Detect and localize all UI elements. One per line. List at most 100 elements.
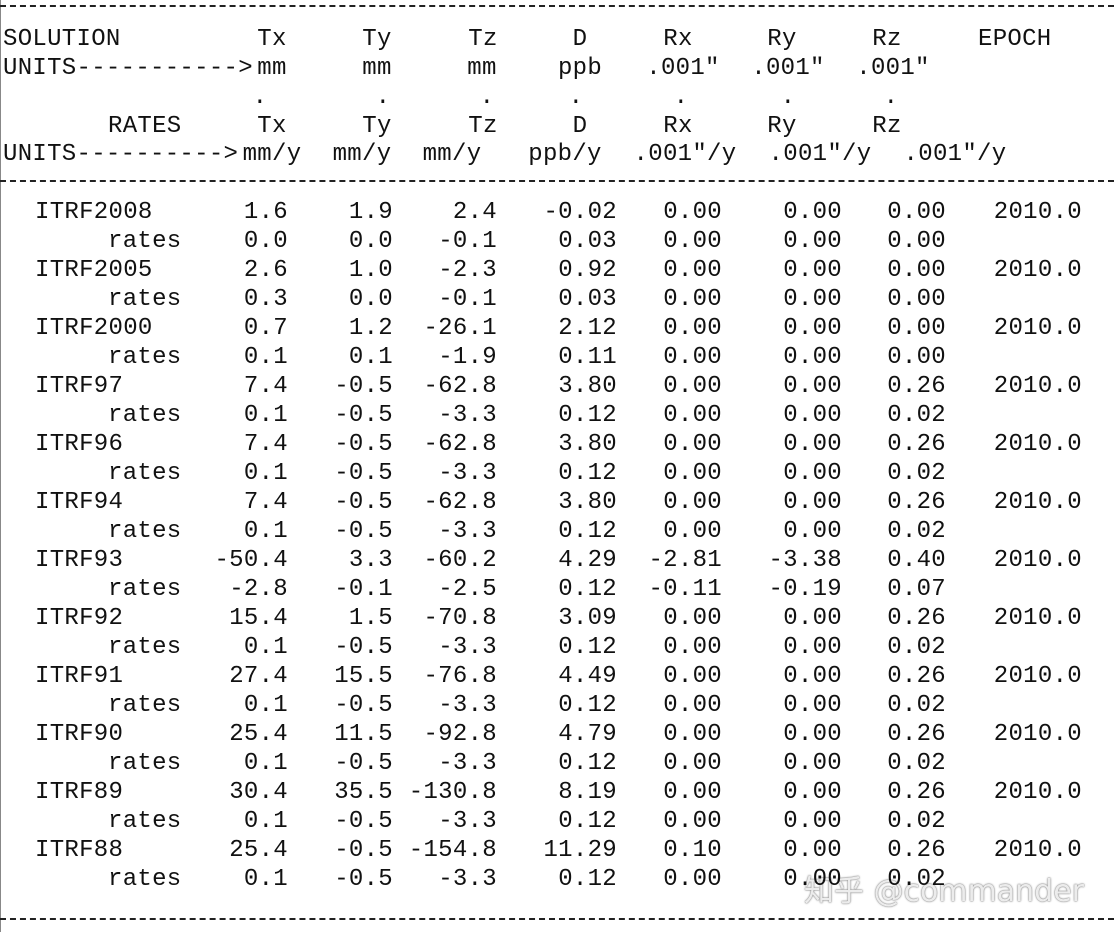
cell: 0.00 xyxy=(663,605,722,632)
column-header: Rz xyxy=(872,26,902,53)
cell: 7.4 xyxy=(243,373,288,400)
cell: 0.00 xyxy=(783,663,842,690)
cell: -0.5 xyxy=(334,518,393,545)
cell: 1.5 xyxy=(348,605,393,632)
cell: -3.3 xyxy=(438,692,497,719)
cell: 0.26 xyxy=(887,373,946,400)
unit-label: .001″/y xyxy=(633,141,737,168)
row-label: UNITS-----------> xyxy=(3,55,253,82)
cell: 0.03 xyxy=(558,228,617,255)
column-header: Rz xyxy=(872,113,902,140)
cell: -0.1 xyxy=(438,286,497,313)
solution-name: ITRF88 xyxy=(35,837,124,864)
cell: 0.00 xyxy=(663,866,722,893)
cell: 0.92 xyxy=(558,257,617,284)
cell: 0.00 xyxy=(783,605,842,632)
cell: 0.26 xyxy=(887,605,946,632)
cell: 0.07 xyxy=(887,576,946,603)
cell: 0.3 xyxy=(243,286,288,313)
cell: -3.3 xyxy=(438,808,497,835)
cell: 0.0 xyxy=(243,228,288,255)
solution-name: ITRF93 xyxy=(35,547,124,574)
cell: 0.7 xyxy=(243,315,288,342)
unit-label: .001″ xyxy=(856,55,930,82)
cell: 27.4 xyxy=(229,663,288,690)
cell: 0.0 xyxy=(348,286,393,313)
rate-dot: . xyxy=(252,84,268,111)
column-header: Tx xyxy=(257,26,287,53)
cell: 0.00 xyxy=(783,808,842,835)
cell: -62.8 xyxy=(423,489,497,516)
row-label: SOLUTION xyxy=(3,26,121,53)
column-header: EPOCH xyxy=(978,26,1052,53)
cell: 0.02 xyxy=(887,402,946,429)
cell: -2.5 xyxy=(438,576,497,603)
cell: -26.1 xyxy=(423,315,497,342)
cell: 0.12 xyxy=(558,402,617,429)
cell: -0.1 xyxy=(334,576,393,603)
cell: 0.00 xyxy=(783,431,842,458)
rate-dot: . xyxy=(568,84,584,111)
cell: 3.80 xyxy=(558,489,617,516)
cell: 0.00 xyxy=(663,518,722,545)
cell: 0.00 xyxy=(783,692,842,719)
cell: 0.02 xyxy=(887,634,946,661)
unit-label: mm/y xyxy=(332,141,392,168)
cell: 0.12 xyxy=(558,518,617,545)
rates-label: rates xyxy=(108,750,182,777)
column-header: Rx xyxy=(663,26,693,53)
unit-label: mm/y xyxy=(242,141,302,168)
cell: 0.1 xyxy=(243,750,288,777)
cell: 0.00 xyxy=(663,257,722,284)
cell: 0.00 xyxy=(887,286,946,313)
cell: 0.26 xyxy=(887,489,946,516)
cell: -0.11 xyxy=(648,576,722,603)
cell: 0.00 xyxy=(783,344,842,371)
cell: 0.00 xyxy=(663,779,722,806)
cell: -60.2 xyxy=(423,547,497,574)
cell: 0.26 xyxy=(887,721,946,748)
unit-label: .001″/y xyxy=(768,141,872,168)
cell: 0.1 xyxy=(243,344,288,371)
cell: 0.00 xyxy=(663,228,722,255)
cell: 2.6 xyxy=(243,257,288,284)
cell: -0.5 xyxy=(334,373,393,400)
row-label: UNITS----------> xyxy=(3,141,239,168)
solution-name: ITRF91 xyxy=(35,663,124,690)
column-header: Ry xyxy=(767,26,797,53)
cell: 0.03 xyxy=(558,286,617,313)
cell: 11.29 xyxy=(543,837,617,864)
cell: -62.8 xyxy=(423,373,497,400)
cell: -3.3 xyxy=(438,750,497,777)
cell: 0.00 xyxy=(663,489,722,516)
cell: 25.4 xyxy=(229,721,288,748)
cell: 0.00 xyxy=(663,315,722,342)
cell: 0.1 xyxy=(243,518,288,545)
rates-label: rates xyxy=(108,692,182,719)
cell: -3.38 xyxy=(768,547,842,574)
cell: 2010.0 xyxy=(993,547,1082,574)
cell: -92.8 xyxy=(423,721,497,748)
cell: -70.8 xyxy=(423,605,497,632)
column-header: Rx xyxy=(663,113,693,140)
cell: 7.4 xyxy=(243,431,288,458)
cell: 0.1 xyxy=(243,402,288,429)
cell: 0.02 xyxy=(887,750,946,777)
cell: 0.1 xyxy=(243,460,288,487)
divider xyxy=(0,180,1114,182)
rates-label: rates xyxy=(108,286,182,313)
unit-label: mm xyxy=(362,55,392,82)
unit-label: ppb xyxy=(557,55,603,82)
cell: -0.5 xyxy=(334,866,393,893)
unit-label: .001″ xyxy=(751,55,825,82)
unit-label: .001″/y xyxy=(903,141,1007,168)
cell: 0.00 xyxy=(663,199,722,226)
cell: 0.00 xyxy=(783,866,842,893)
cell: 0.10 xyxy=(663,837,722,864)
cell: -0.5 xyxy=(334,489,393,516)
cell: 2010.0 xyxy=(993,257,1082,284)
rates-label: rates xyxy=(108,460,182,487)
row-label: RATES xyxy=(108,113,182,140)
column-header: Ty xyxy=(362,113,392,140)
